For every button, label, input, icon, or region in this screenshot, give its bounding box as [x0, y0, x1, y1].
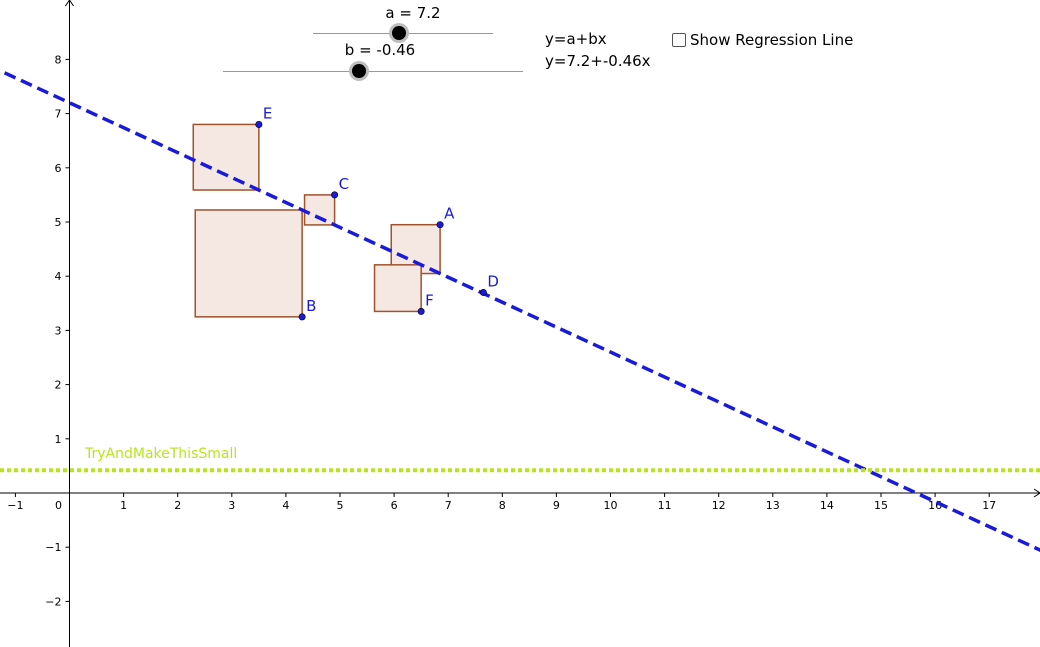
point-e[interactable]: [255, 120, 263, 128]
point-d[interactable]: [479, 288, 487, 296]
y-axis-arrow: [65, 0, 74, 7]
y-tick-label: 2: [55, 379, 62, 392]
point-a[interactable]: [436, 221, 444, 229]
residual-squares: [192, 123, 485, 318]
residual-square-f: [373, 264, 422, 313]
show-regression-line-checkbox[interactable]: Show Regression Line: [672, 31, 853, 49]
x-tick-label: 9: [553, 499, 560, 512]
residual-square-e: [192, 123, 260, 191]
lines: TryAndMakeThisSmall: [0, 71, 1040, 552]
x-tick-label: 1: [120, 499, 127, 512]
point-b[interactable]: [298, 313, 306, 321]
x-tick-label: 4: [282, 499, 289, 512]
x-tick-label: 12: [712, 499, 726, 512]
x-tick-label: 13: [766, 499, 780, 512]
x-tick-label: 15: [874, 499, 888, 512]
x-tick-label: 3: [228, 499, 235, 512]
slider-a-label: a = 7.2: [385, 4, 441, 22]
y-tick-label: 1: [55, 433, 62, 446]
sum-of-squares-label: TryAndMakeThisSmall: [84, 446, 237, 462]
y-tick-label: 3: [55, 324, 62, 337]
slider-a-knob[interactable]: [392, 26, 406, 40]
x-tick-label: 11: [658, 499, 672, 512]
point-f[interactable]: [417, 307, 425, 315]
x-tick-label: 7: [445, 499, 452, 512]
y-tick-label: 7: [55, 108, 62, 121]
point-label-e: E: [263, 104, 272, 122]
checkbox-label: Show Regression Line: [690, 31, 854, 49]
point-label-b: B: [306, 297, 316, 315]
slider-b-label: b = -0.46: [344, 41, 416, 59]
x-tick-label: 0: [55, 499, 62, 512]
point-label-c: C: [339, 175, 349, 193]
x-tick-label: 14: [820, 499, 834, 512]
residual-square-c: [303, 194, 336, 226]
y-tick-label: 5: [55, 216, 62, 229]
y-tick-label: −1: [45, 541, 61, 554]
x-tick-label: 2: [174, 499, 181, 512]
model-line: [3, 71, 1040, 552]
x-tick-label: 5: [337, 499, 344, 512]
y-tick-label: 6: [55, 162, 62, 175]
point-label-d: D: [487, 272, 499, 290]
y-tick-label: −2: [45, 595, 61, 608]
data-points[interactable]: A B C D E F: [255, 104, 499, 321]
equation-general: y=a+bx: [545, 30, 607, 48]
y-tick-label: 4: [55, 270, 62, 283]
residual-square-b: [194, 209, 303, 318]
x-tick-label: 17: [982, 499, 996, 512]
y-tick-label: 8: [55, 53, 62, 66]
point-label-f: F: [425, 291, 434, 309]
x-axis-arrow: [1033, 488, 1040, 498]
x-tick-label: 10: [604, 499, 618, 512]
point-label-a: A: [444, 205, 455, 223]
x-tick-label: 8: [499, 499, 506, 512]
checkbox-box[interactable]: [672, 33, 686, 47]
x-tick-label: 6: [391, 499, 398, 512]
point-c[interactable]: [331, 191, 339, 199]
x-tick-label: −1: [7, 499, 23, 512]
slider-b-knob[interactable]: [352, 64, 366, 78]
slider-b-track[interactable]: [223, 71, 523, 72]
equation-specific: y=7.2+-0.46x: [545, 52, 651, 70]
